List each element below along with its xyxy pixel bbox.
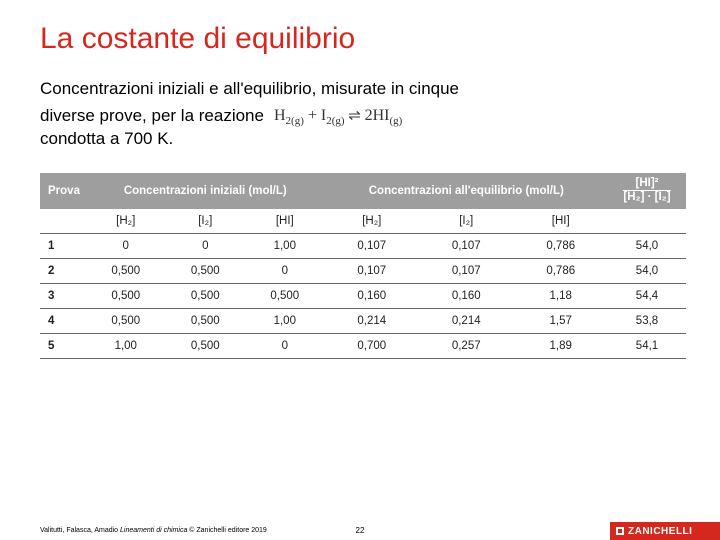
body-line-2: diverse prove, per la reazione <box>40 105 264 128</box>
table-row: 5 1,000,5000 0,7000,2571,89 54,1 <box>40 333 686 358</box>
slide-footer: Valitutti, Falasca, Amadio Lineamenti di… <box>0 520 720 540</box>
th-equilibrium: Concentrazioni all'equilibrio (mol/L) <box>325 173 608 209</box>
publisher-logo: ZANICHELLI <box>610 522 720 540</box>
table-row: 1 001,00 0,1070,1070,786 54,0 <box>40 233 686 258</box>
th-prova: Prova <box>40 173 86 209</box>
slide-title: La costante di equilibrio <box>40 22 680 56</box>
footer-citation: Valitutti, Falasca, Amadio Lineamenti di… <box>0 527 267 534</box>
page-number: 22 <box>356 526 365 535</box>
logo-text: ZANICHELLI <box>628 526 692 537</box>
reaction-equation: H2(g) + I2(g) ⇌ 2HI(g) <box>274 105 402 127</box>
th-initial: Concentrazioni iniziali (mol/L) <box>86 173 325 209</box>
table-subheader: [H₂] [I₂] [HI] [H₂] [I₂] [HI] <box>40 209 686 234</box>
body-line-1: Concentrazioni iniziali e all'equilibrio… <box>40 78 680 101</box>
logo-icon <box>616 527 624 535</box>
table-row: 4 0,5000,5001,00 0,2140,2141,57 53,8 <box>40 308 686 333</box>
table-row: 2 0,5000,5000 0,1070,1070,786 54,0 <box>40 258 686 283</box>
body-line-3: condotta a 700 K. <box>40 128 680 151</box>
table-row: 3 0,5000,5000,500 0,1600,1601,18 54,4 <box>40 283 686 308</box>
th-constant: [HI]² [H₂] · [I₂] <box>608 173 686 209</box>
equilibrium-table: Prova Concentrazioni iniziali (mol/L) Co… <box>40 173 686 359</box>
